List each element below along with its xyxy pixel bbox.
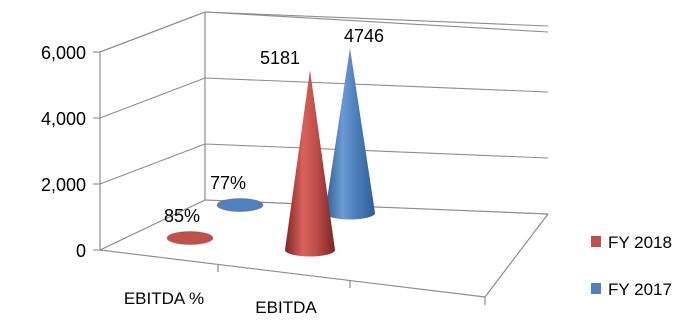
y-tick-label: 4,000 [41,109,86,129]
floor-right-edge [484,213,549,298]
legend-label-fy-2017: FY 2017 [608,280,672,299]
data-label: 77% [210,173,246,193]
cone-fy-2018-ebitda- [166,231,214,245]
legend-swatch-fy-2017 [591,283,601,294]
gridline [99,11,549,53]
floor-back-edge [204,199,549,215]
legend-label-fy-2018: FY 2018 [608,233,672,252]
y-tick-label: 0 [76,241,86,261]
floor-front-edge [99,249,486,298]
y-tick-label: 2,000 [41,175,86,195]
y-axis-ticks: 0 2,000 4,000 6,000 [41,43,100,261]
legend-swatch-fy-2018 [591,236,601,247]
chart-marks [166,48,375,257]
gridlines [99,11,549,185]
legend: FY 2018 FY 2017 [591,233,672,299]
cone-fy-2017-ebitda- [216,198,264,212]
floor-left-edge [99,199,206,251]
gridline [99,77,549,119]
data-label: 85% [164,206,200,226]
data-labels: 77% 4746 85% 5181 [164,26,384,226]
x-tick-label: EBITDA % [124,289,204,308]
gridline [99,143,549,185]
gridline [204,11,549,33]
data-label: 5181 [260,48,300,68]
data-label: 4746 [344,26,384,46]
cone-fy-2017-ebitda [325,48,375,220]
x-tick-label: EBITDA [255,298,317,317]
cone-fy-2018-ebitda [285,70,335,257]
y-tick-label: 6,000 [41,43,86,63]
